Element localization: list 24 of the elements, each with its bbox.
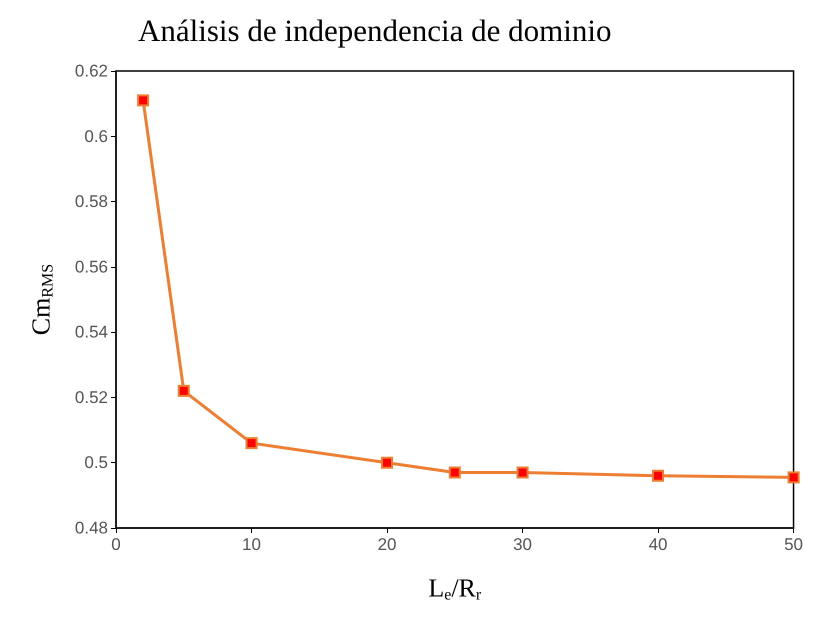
x-tick-label: 20 (378, 535, 396, 554)
point (448, 466, 461, 479)
x-tick-label: 40 (648, 535, 668, 554)
point (381, 456, 394, 469)
y-tick-label: 0.5 (84, 453, 108, 472)
chart-title: Análisis de independencia de dominio (138, 13, 612, 48)
point (652, 470, 664, 482)
point (516, 466, 529, 479)
x-tick-label: 10 (242, 535, 261, 554)
y-tick-label: 0.6 (84, 126, 108, 146)
x-tick-label: 30 (513, 535, 532, 554)
y-axis-title: CmRMS (26, 264, 56, 336)
y-tick-label: 0.54 (74, 322, 108, 342)
point (788, 471, 800, 484)
y-tick-label: 0.62 (74, 62, 108, 80)
y-tick-label: 0.48 (74, 518, 108, 538)
point (246, 437, 258, 450)
x-tick-label: 50 (784, 535, 804, 554)
y-tick-label: 0.56 (74, 257, 108, 276)
x-tick-label: 0 (111, 535, 121, 554)
point (178, 384, 190, 397)
y-tick-label: 0.52 (74, 388, 108, 407)
point (137, 94, 150, 106)
y-tick-label: 0.58 (74, 192, 108, 212)
